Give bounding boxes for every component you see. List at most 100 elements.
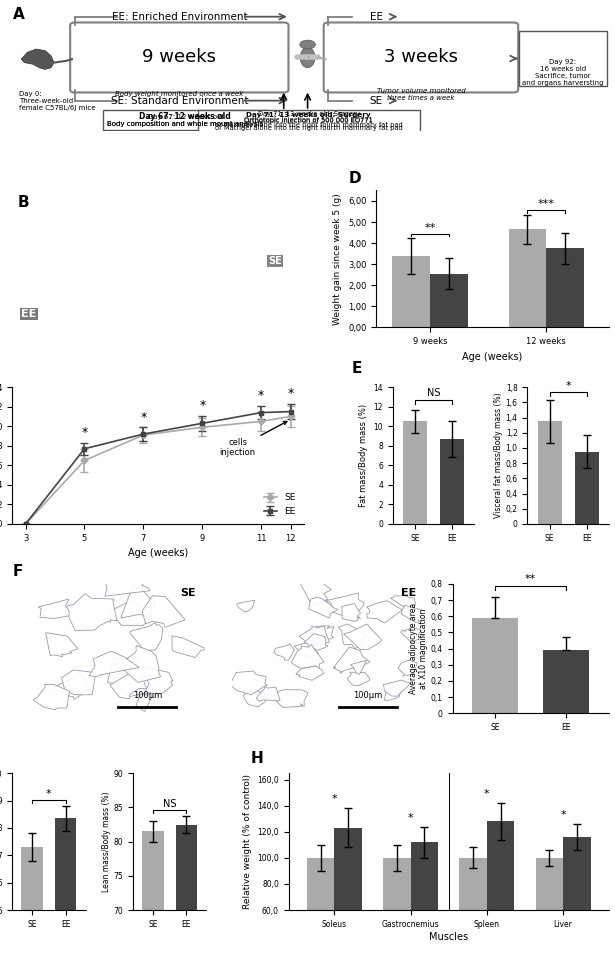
Bar	[472, 618, 518, 714]
Polygon shape	[52, 674, 89, 699]
Polygon shape	[110, 673, 147, 699]
Text: Day 71: 13 weeks old; Surgery: Day 71: 13 weeks old; Surgery	[247, 113, 371, 118]
Text: 100μm: 100μm	[353, 691, 382, 700]
Text: EE: EE	[400, 587, 416, 598]
Text: Orthotopic injection of 500 000 EO771: Orthotopic injection of 500 000 EO771	[244, 117, 373, 123]
Bar	[383, 858, 411, 963]
Bar	[574, 452, 598, 524]
Text: *: *	[331, 794, 337, 804]
Polygon shape	[230, 671, 268, 695]
Bar	[430, 273, 467, 327]
Polygon shape	[296, 665, 324, 680]
Circle shape	[300, 40, 315, 49]
Bar	[563, 837, 590, 963]
Polygon shape	[344, 624, 382, 650]
Text: *: *	[484, 790, 490, 799]
FancyBboxPatch shape	[103, 110, 268, 130]
Polygon shape	[304, 634, 328, 650]
Polygon shape	[22, 49, 54, 69]
Text: **: **	[525, 574, 536, 584]
Polygon shape	[308, 626, 333, 645]
Bar	[142, 831, 164, 963]
Bar	[392, 256, 430, 327]
Text: EE: EE	[21, 309, 36, 319]
Text: NS: NS	[163, 798, 177, 809]
Polygon shape	[338, 624, 366, 649]
Text: H: H	[250, 751, 263, 767]
Polygon shape	[64, 593, 117, 631]
Polygon shape	[323, 593, 364, 617]
Polygon shape	[89, 651, 139, 677]
Y-axis label: Relative weight (% of control): Relative weight (% of control)	[243, 774, 252, 909]
Polygon shape	[130, 623, 163, 651]
Text: ***: ***	[538, 199, 555, 209]
Text: SE: SE	[180, 587, 196, 598]
Bar	[543, 650, 589, 714]
Text: *: *	[565, 381, 571, 391]
Polygon shape	[342, 604, 360, 621]
Text: EE: Enriched Environment: EE: Enriched Environment	[111, 12, 247, 22]
Text: 9 weeks: 9 weeks	[142, 48, 216, 66]
Polygon shape	[143, 596, 185, 627]
Bar	[440, 439, 464, 524]
Text: B: B	[18, 195, 30, 210]
Text: *: *	[199, 399, 205, 412]
Bar	[459, 858, 487, 963]
Text: D: D	[348, 171, 361, 186]
Text: A: A	[13, 7, 25, 21]
Polygon shape	[256, 687, 280, 701]
Polygon shape	[121, 584, 155, 618]
Polygon shape	[113, 645, 161, 683]
Text: Day 0:
Three-week-old
female C57BL/6J mice: Day 0: Three-week-old female C57BL/6J mi…	[20, 91, 96, 112]
Polygon shape	[172, 636, 207, 658]
Polygon shape	[391, 596, 416, 612]
Polygon shape	[272, 690, 308, 708]
Bar	[175, 824, 197, 963]
FancyBboxPatch shape	[70, 22, 288, 92]
Text: **: **	[424, 222, 435, 232]
Polygon shape	[300, 579, 331, 605]
Polygon shape	[38, 599, 69, 618]
Text: 3 weeks: 3 weeks	[384, 48, 458, 66]
Polygon shape	[402, 606, 429, 622]
Polygon shape	[243, 689, 267, 707]
Text: *: *	[288, 387, 294, 401]
Polygon shape	[237, 600, 255, 612]
Y-axis label: Average adipocyte area
at X10 magnification: Average adipocyte area at X10 magnificat…	[408, 603, 428, 694]
Text: E: E	[352, 361, 362, 377]
FancyBboxPatch shape	[199, 110, 420, 132]
Text: EE: EE	[370, 12, 383, 22]
Polygon shape	[109, 601, 151, 625]
Text: Day 67: 12 weeks old: Day 67: 12 weeks old	[140, 112, 231, 120]
Y-axis label: Fat mass/Body mass (%): Fat mass/Body mass (%)	[359, 404, 368, 508]
Polygon shape	[62, 670, 95, 695]
X-axis label: Age (weeks): Age (weeks)	[462, 351, 523, 361]
Bar	[546, 248, 584, 327]
Text: SE: Standard Environment: SE: Standard Environment	[111, 95, 248, 106]
Polygon shape	[46, 633, 78, 657]
Text: Muscles: Muscles	[429, 932, 468, 942]
Ellipse shape	[300, 47, 315, 67]
Legend: SE, EE: SE, EE	[260, 490, 300, 519]
Text: Body composition and whole mount analysis: Body composition and whole mount analysi…	[107, 120, 263, 127]
Bar	[335, 828, 362, 963]
Text: Tumor volume monitored
three times a week: Tumor volume monitored three times a wee…	[376, 88, 466, 101]
Text: *: *	[81, 427, 87, 439]
Polygon shape	[398, 661, 418, 676]
Text: Day 67: 12 weeks old
Body composition and whole mount analysis: Day 67: 12 weeks old Body composition an…	[107, 114, 263, 126]
Polygon shape	[127, 664, 173, 694]
Text: 100μm: 100μm	[133, 691, 162, 700]
Polygon shape	[108, 659, 149, 696]
Bar	[22, 847, 43, 963]
Bar	[307, 858, 335, 963]
Polygon shape	[292, 644, 324, 668]
Text: *: *	[560, 810, 566, 820]
Polygon shape	[105, 577, 150, 596]
Polygon shape	[33, 685, 69, 710]
Y-axis label: Visceral fat mass/Body mass (%): Visceral fat mass/Body mass (%)	[494, 393, 502, 518]
Polygon shape	[400, 627, 424, 643]
Text: F: F	[12, 563, 23, 579]
Polygon shape	[309, 597, 338, 618]
Text: Day 71: 13 weeks old; Surgery
Orthotopic injection of 500 000 EO771
or Matrigel : Day 71: 13 weeks old; Surgery Orthotopic…	[215, 111, 403, 131]
Polygon shape	[274, 643, 295, 661]
